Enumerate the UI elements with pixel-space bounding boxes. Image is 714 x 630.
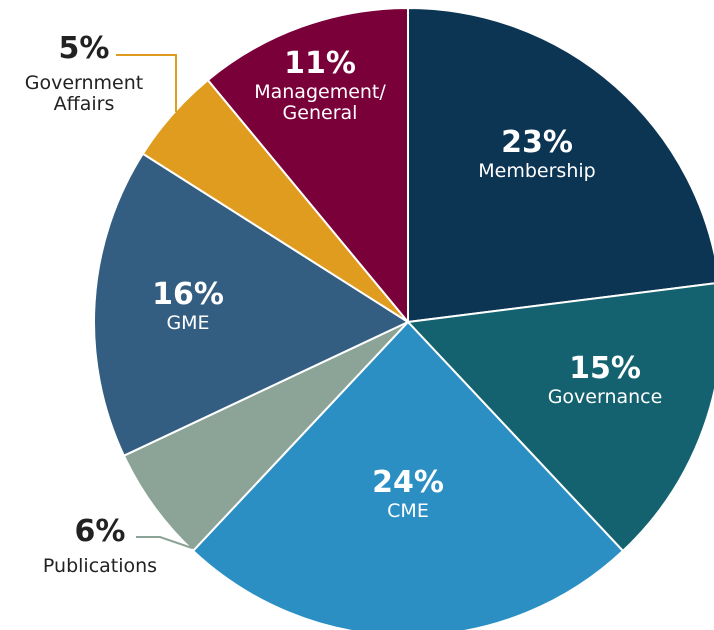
leader-line (116, 54, 177, 112)
category-label: CME (387, 499, 429, 522)
value-label: 15% (569, 351, 641, 386)
category-label: Membership (478, 159, 596, 182)
slice-label: 16% GME (152, 277, 224, 334)
value-label: 24% (372, 465, 444, 500)
category-label: GME (166, 311, 210, 334)
value-label: 5% (58, 31, 110, 66)
pie-slice (206, 6, 409, 325)
slice-label: 6% Publications (0, 514, 200, 577)
pie-slice (93, 152, 411, 458)
pie-slice (407, 6, 714, 324)
value-label: 16% (152, 277, 224, 312)
value-label: 6% (74, 514, 126, 549)
slice-label: 15% Governance (547, 351, 663, 408)
slice-label: 23% Membership (478, 125, 596, 182)
leader-line (136, 536, 193, 549)
category-label: Governance (547, 385, 663, 408)
pie-slice (122, 321, 409, 553)
pie-slice (191, 320, 625, 630)
slice-label: 24% CME (372, 465, 444, 522)
slice-label: 11% Management/ General (230, 46, 410, 125)
category-label: Publications (42, 554, 158, 577)
category-label: Government Affairs (24, 71, 144, 116)
category-label: Management/ General (254, 80, 386, 125)
pie-slice (405, 282, 714, 553)
slice-label: 5% Government Affairs (0, 31, 169, 116)
value-label: 23% (501, 125, 573, 160)
value-label: 11% (284, 46, 356, 81)
